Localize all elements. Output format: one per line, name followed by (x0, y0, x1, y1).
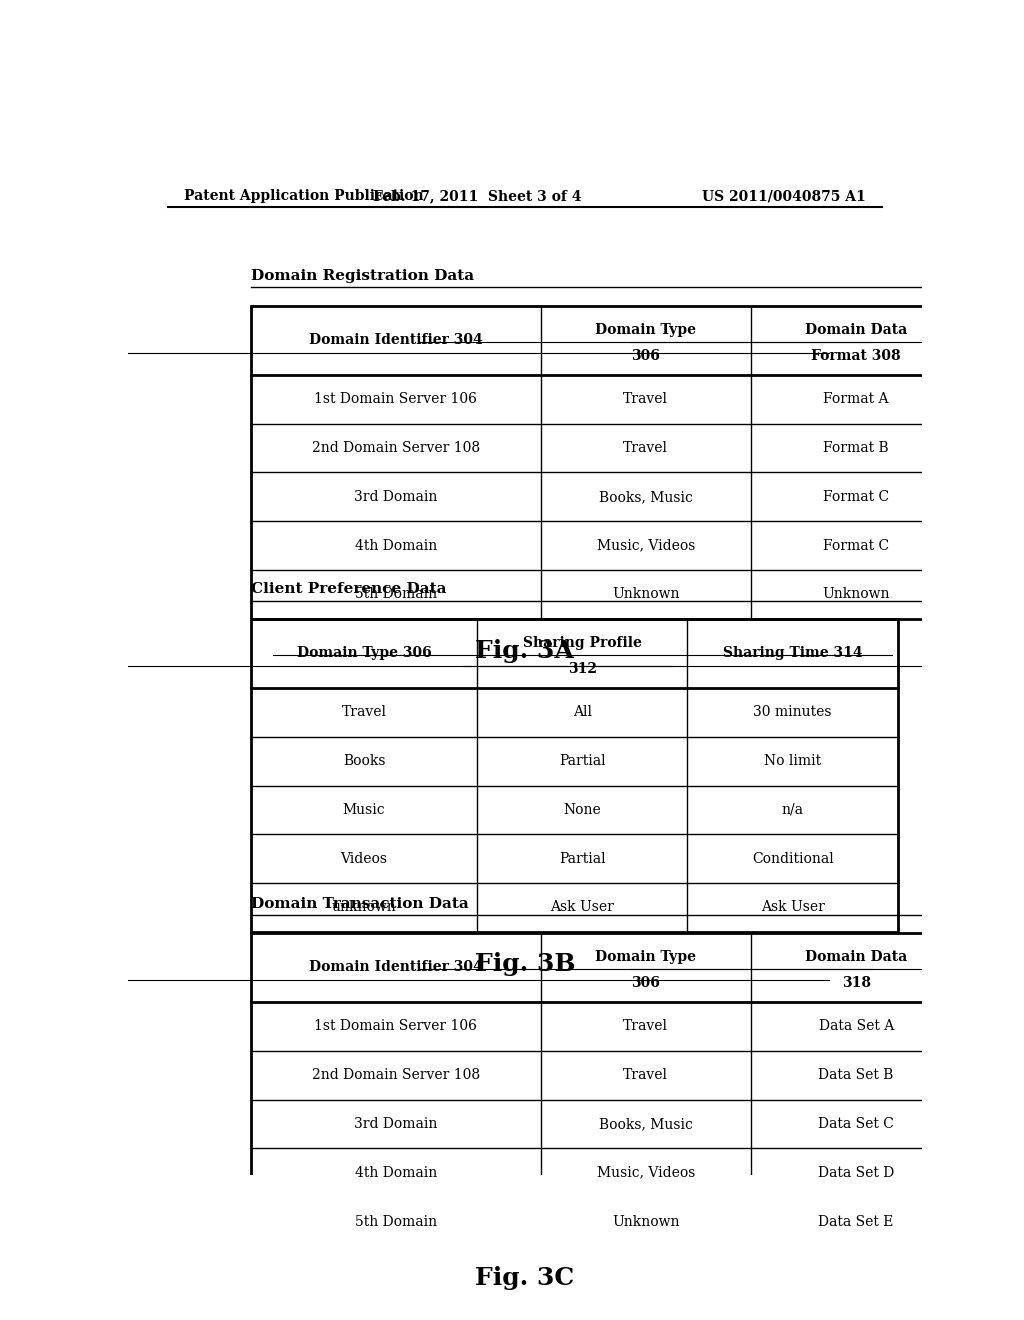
Text: Feb. 17, 2011  Sheet 3 of 4: Feb. 17, 2011 Sheet 3 of 4 (373, 189, 582, 203)
Text: Domain Type: Domain Type (595, 323, 696, 337)
Text: 2nd Domain Server 108: 2nd Domain Server 108 (311, 441, 480, 455)
Text: Ask User: Ask User (761, 900, 824, 915)
Text: 5th Domain: 5th Domain (354, 1214, 437, 1229)
Text: 4th Domain: 4th Domain (354, 539, 437, 553)
Text: Domain Registration Data: Domain Registration Data (251, 269, 474, 284)
Text: Music: Music (343, 803, 385, 817)
Text: Unknown: Unknown (822, 587, 890, 602)
Text: 30 minutes: 30 minutes (754, 705, 831, 719)
Text: Travel: Travel (624, 441, 669, 455)
Text: Partial: Partial (559, 754, 605, 768)
Text: 5th Domain: 5th Domain (354, 587, 437, 602)
Text: Videos: Videos (341, 851, 388, 866)
Text: n/a: n/a (781, 803, 804, 817)
Text: 4th Domain: 4th Domain (354, 1166, 437, 1180)
Text: Music, Videos: Music, Videos (597, 1166, 695, 1180)
Text: 3rd Domain: 3rd Domain (354, 1117, 437, 1131)
Text: Unknown: Unknown (612, 587, 680, 602)
Text: Sharing Time 314: Sharing Time 314 (723, 647, 862, 660)
Text: Domain Type 306: Domain Type 306 (297, 647, 431, 660)
Text: Conditional: Conditional (752, 851, 834, 866)
Text: None: None (563, 803, 601, 817)
Text: Patent Application Publication: Patent Application Publication (183, 189, 423, 203)
Text: Format B: Format B (823, 441, 889, 455)
Text: Fig. 3C: Fig. 3C (475, 1266, 574, 1291)
Text: 2nd Domain Server 108: 2nd Domain Server 108 (311, 1068, 480, 1082)
Text: Domain Transaction Data: Domain Transaction Data (251, 896, 469, 911)
Text: Data Set D: Data Set D (818, 1166, 894, 1180)
Text: Partial: Partial (559, 851, 605, 866)
Text: Fig. 3B: Fig. 3B (474, 953, 575, 977)
Text: Travel: Travel (624, 1068, 669, 1082)
Text: Books, Music: Books, Music (599, 1117, 693, 1131)
Text: 3rd Domain: 3rd Domain (354, 490, 437, 504)
Text: 306: 306 (632, 975, 660, 990)
Text: unknown: unknown (332, 900, 396, 915)
Text: Domain Identifier 304: Domain Identifier 304 (309, 961, 482, 974)
Text: Data Set E: Data Set E (818, 1214, 894, 1229)
Text: US 2011/0040875 A1: US 2011/0040875 A1 (702, 189, 866, 203)
Text: Format C: Format C (823, 539, 889, 553)
Text: 318: 318 (842, 975, 870, 990)
Text: Domain Type: Domain Type (595, 950, 696, 964)
Text: All: All (572, 705, 592, 719)
Text: Books: Books (343, 754, 385, 768)
Text: Format A: Format A (823, 392, 889, 407)
Text: Ask User: Ask User (550, 900, 614, 915)
Text: Domain Identifier 304: Domain Identifier 304 (309, 334, 482, 347)
Text: Fig. 3A: Fig. 3A (475, 639, 574, 664)
Text: Sharing Profile: Sharing Profile (523, 636, 642, 649)
Text: 1st Domain Server 106: 1st Domain Server 106 (314, 1019, 477, 1034)
Text: 306: 306 (632, 348, 660, 363)
Text: Client Preference Data: Client Preference Data (251, 582, 446, 597)
Text: Unknown: Unknown (612, 1214, 680, 1229)
Text: Travel: Travel (624, 392, 669, 407)
Text: Data Set A: Data Set A (818, 1019, 894, 1034)
Text: Domain Data: Domain Data (805, 950, 907, 964)
Text: Music, Videos: Music, Videos (597, 539, 695, 553)
Text: No limit: No limit (764, 754, 821, 768)
Text: 1st Domain Server 106: 1st Domain Server 106 (314, 392, 477, 407)
Text: Format C: Format C (823, 490, 889, 504)
Text: 312: 312 (568, 661, 597, 676)
Text: Books, Music: Books, Music (599, 490, 693, 504)
Text: Data Set B: Data Set B (818, 1068, 894, 1082)
Text: Travel: Travel (342, 705, 387, 719)
Text: Domain Data: Domain Data (805, 323, 907, 337)
Text: Data Set C: Data Set C (818, 1117, 894, 1131)
Text: Travel: Travel (624, 1019, 669, 1034)
Text: Format 308: Format 308 (811, 348, 901, 363)
